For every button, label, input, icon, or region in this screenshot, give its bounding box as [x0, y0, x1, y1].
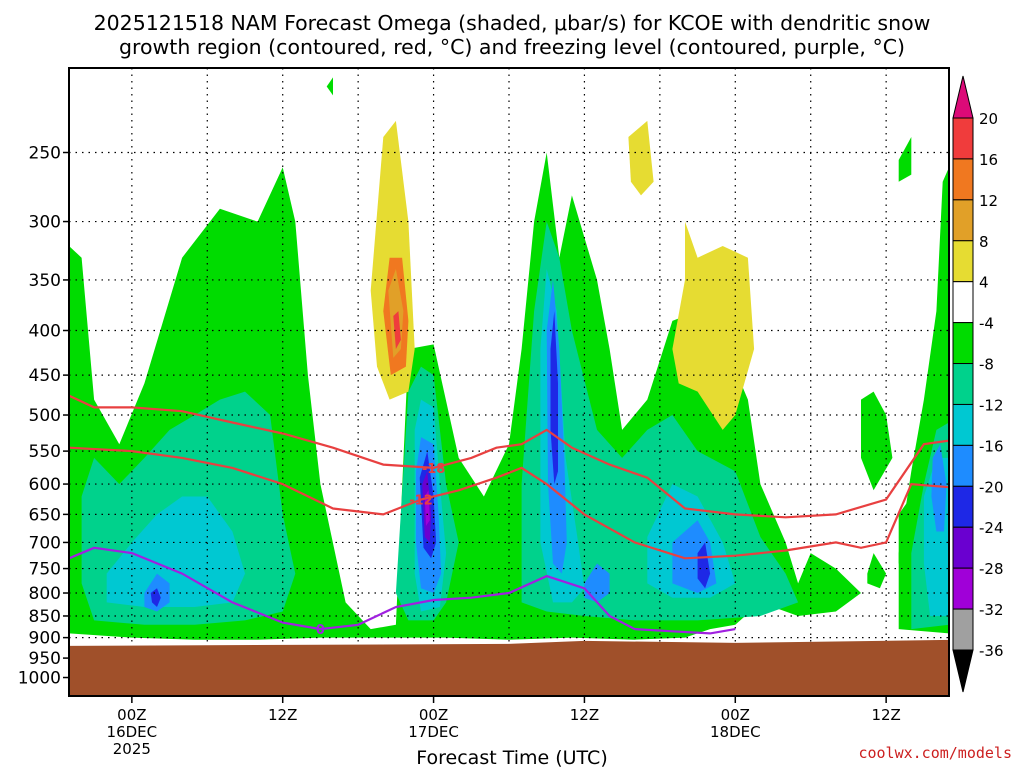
chart-title-line1: 2025121518 NAM Forecast Omega (shaded, μ… [93, 11, 931, 35]
colorbar-label: -24 [979, 519, 1004, 537]
x-tick-label: 00Z [117, 706, 146, 724]
contour-line-1 [69, 446, 949, 560]
colorbar-box [952, 322, 974, 365]
colorbar-label: 12 [979, 192, 998, 210]
y-tick-label: 950 [29, 649, 61, 669]
colorbar-top-triangle [952, 75, 974, 119]
colorbar: 20 16 12 8 4 -4 -8 -12 -16 -20 -24 -28 -32 -36 [952, 75, 1004, 693]
colorbar-label: -12 [979, 396, 1004, 414]
omega-area-green-dot [867, 553, 887, 589]
contour-lines: -18 -12 0 [69, 394, 949, 638]
colorbar-box [952, 363, 974, 405]
omega-area-darkblue-right [550, 311, 558, 485]
y-tick-label: 850 [29, 607, 61, 627]
colorbar-label: -4 [979, 315, 994, 333]
x-tick-label: 16DEC [107, 723, 158, 741]
omega-area-yellow-right [672, 221, 755, 430]
x-tick-label: 2025 [113, 740, 151, 758]
omega-area-green-small [861, 391, 893, 491]
colorbar-box [952, 485, 974, 528]
colorbar-box [952, 240, 974, 283]
colorbar-label: 8 [979, 233, 989, 251]
plot-frame [68, 67, 950, 697]
y-tick-label: 700 [29, 533, 61, 553]
x-tick-label: 00Z [419, 706, 448, 724]
y-tick-label: 300 [29, 213, 61, 233]
omega-area-darkblue-right2 [697, 542, 711, 589]
contour-label: 0 [316, 623, 325, 638]
y-tick-label: 400 [29, 322, 61, 342]
x-tick-label: 00Z [721, 706, 750, 724]
grid-lines [69, 68, 949, 696]
contour-line-0 [69, 394, 949, 519]
omega-area-red [393, 311, 401, 349]
terrain [69, 639, 949, 696]
colorbar-label: 20 [979, 110, 998, 128]
omega-area-cyan-left [106, 496, 245, 607]
contour-label: -12 [409, 494, 433, 509]
colorbar-label: -28 [979, 560, 1004, 578]
omega-area-darkblue-left [150, 588, 161, 607]
colorbar-box [952, 199, 974, 242]
chart-title-line2: growth region (contoured, red, °C) and f… [118, 35, 906, 59]
colorbar-box [952, 281, 974, 324]
y-tick-label: 600 [29, 475, 61, 495]
x-tick-label: 12Z [570, 706, 599, 724]
omega-area-green-top-speck [326, 77, 333, 96]
y-tick-label: 500 [29, 406, 61, 426]
y-tick-label: 750 [29, 560, 61, 580]
colorbar-label: -16 [979, 437, 1004, 455]
colorbar-label: 16 [979, 151, 998, 169]
contour-line-2 [69, 546, 736, 635]
y-tick-label: 800 [29, 584, 61, 604]
colorbar-label: -8 [979, 356, 994, 374]
colorbar-box [952, 117, 974, 160]
colorbar-box [952, 526, 974, 569]
omega-area-green-right-top [898, 137, 912, 182]
y-tick-label: 900 [29, 629, 61, 649]
x-tick-label: 17DEC [408, 723, 459, 741]
contour-label: -18 [422, 462, 446, 477]
x-tick-label: 12Z [871, 706, 900, 724]
terrain-fill [69, 639, 949, 696]
colorbar-label: -20 [979, 478, 1004, 496]
y-tick-label: 450 [29, 366, 61, 386]
colorbar-label: -36 [979, 642, 1004, 660]
y-tick-label: 1000 [18, 669, 61, 689]
colorbar-bottom-triangle [952, 649, 974, 693]
y-tick-label: 550 [29, 442, 61, 462]
y-axis: 2503003504004505005506006507007508008509… [18, 144, 69, 689]
colorbar-box [952, 567, 974, 610]
omega-area-blue-far [931, 444, 947, 532]
omega-area-teal-right [521, 221, 799, 621]
colorbar-label: 4 [979, 274, 989, 292]
omega-shading [69, 77, 949, 640]
y-tick-label: 350 [29, 271, 61, 291]
y-tick-label: 650 [29, 505, 61, 525]
credit-text: coolwx.com/models [858, 744, 1012, 762]
x-axis-title: Forecast Time (UTC) [416, 747, 608, 769]
colorbar-box [952, 158, 974, 201]
colorbar-label: -32 [979, 601, 1004, 619]
y-tick-label: 250 [29, 144, 61, 164]
omega-area-yellow-top [628, 120, 654, 196]
x-tick-label: 18DEC [710, 723, 761, 741]
colorbar-box [952, 403, 974, 446]
colorbar-box [952, 444, 974, 487]
colorbar-box [952, 608, 974, 651]
x-tick-label: 12Z [268, 706, 297, 724]
